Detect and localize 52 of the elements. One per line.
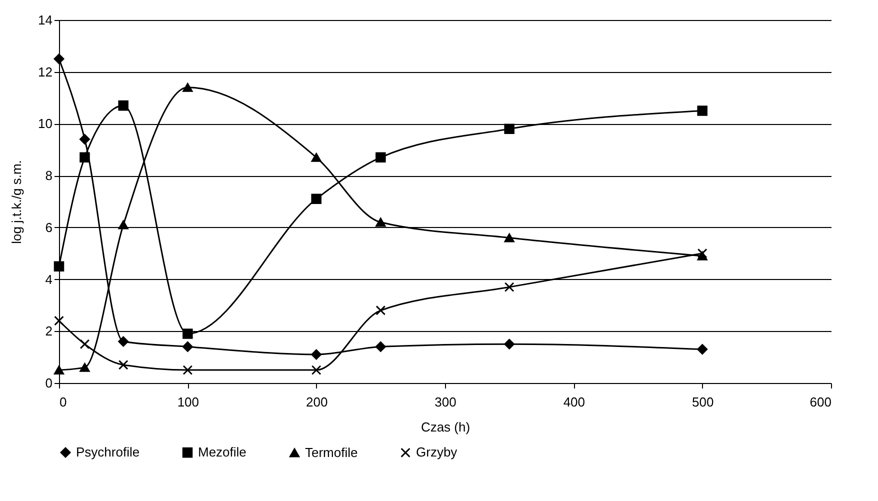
y-tick-label: 0 xyxy=(45,376,52,390)
point xyxy=(376,218,386,227)
point xyxy=(376,305,386,316)
point xyxy=(504,124,514,134)
point xyxy=(54,366,64,374)
point xyxy=(80,134,90,144)
x-tick-label: 600 xyxy=(810,394,832,410)
point xyxy=(54,316,64,326)
legend-label: Mezofile xyxy=(198,444,246,460)
point xyxy=(54,54,64,64)
y-tick-label: 8 xyxy=(45,168,52,184)
x-tick-label: 100 xyxy=(177,394,200,410)
point xyxy=(504,282,514,292)
point xyxy=(80,152,90,163)
point xyxy=(182,365,193,375)
point xyxy=(182,328,193,339)
x-tick-label: 200 xyxy=(306,394,328,410)
point xyxy=(118,220,128,230)
point xyxy=(118,100,128,111)
point xyxy=(697,344,708,355)
point xyxy=(80,339,90,350)
point xyxy=(697,248,708,258)
point xyxy=(182,341,193,352)
y-tick-label: 10 xyxy=(38,116,52,132)
y-tick-label: 4 xyxy=(45,272,52,287)
point xyxy=(375,341,386,352)
point xyxy=(54,261,64,272)
x-tick-label: 300 xyxy=(434,394,456,410)
point xyxy=(311,365,322,375)
legend-label: Psychrofile xyxy=(76,444,140,460)
x-tick-label: 400 xyxy=(563,394,586,410)
legend-label: Grzyby xyxy=(416,444,458,460)
point xyxy=(311,152,322,162)
point xyxy=(697,106,708,116)
y-tick-label: 2 xyxy=(45,324,52,339)
point xyxy=(504,338,515,350)
point xyxy=(118,336,129,347)
y-tick-label: 6 xyxy=(45,220,52,235)
point xyxy=(182,82,193,92)
point xyxy=(118,360,128,370)
y-axis-title: log j.t.k./g s.m. xyxy=(9,160,24,244)
x-tick-label: 0 xyxy=(60,394,67,410)
point xyxy=(311,194,322,204)
y-tick-label: 12 xyxy=(38,64,52,80)
point xyxy=(311,349,322,360)
x-tick-label: 500 xyxy=(692,394,714,410)
point xyxy=(80,362,90,372)
x-axis-title: Czas (h) xyxy=(420,420,470,434)
y-tick-label: 14 xyxy=(38,12,52,28)
point xyxy=(376,152,386,163)
legend-label: Termofile xyxy=(305,444,358,460)
point xyxy=(504,233,514,242)
